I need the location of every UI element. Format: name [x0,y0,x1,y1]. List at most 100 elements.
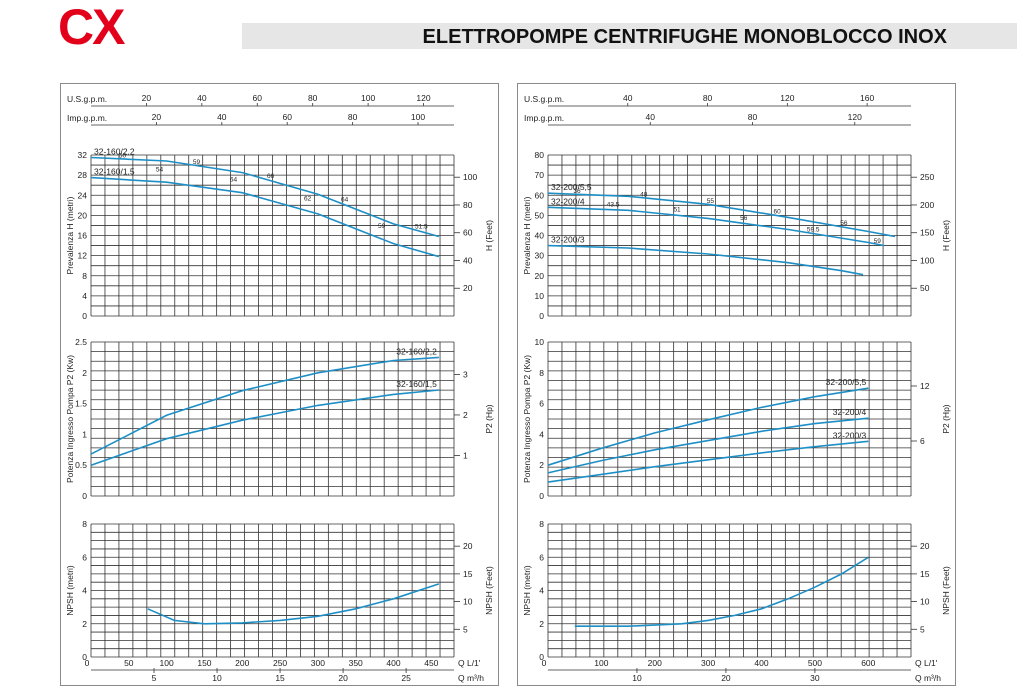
efficiency-label: 43.5 [607,201,620,208]
efficiency-label: 62 [304,196,312,203]
x-tick-label: 450 [424,658,438,668]
efficiency-label: 64 [341,197,349,204]
series-label: 32-200/4 [833,407,867,417]
y-tick-label: 4 [539,586,544,596]
y-tick-label: 24 [78,190,88,200]
efficiency-label: 60 [774,209,782,216]
top-axis-tick-label: 120 [848,112,862,122]
x2-tick-label: 10 [632,673,642,683]
top-axis-tick-label: 60 [253,93,263,103]
top-axis-tick-label: 20 [152,112,162,122]
efficiency-label: 51 [673,207,681,214]
efficiency-label: 59 [378,223,386,230]
efficiency-label: 50 [119,153,127,160]
y2-tick-label: 10 [463,597,473,607]
series-line-32-160-1-5 [90,176,440,258]
x2-tick-label: 20 [721,673,731,683]
brand-logo: CX [58,0,125,55]
y-tick-label: 28 [78,170,88,180]
y-tick-label: 1 [82,429,87,439]
top-axis-tick-label: 20 [142,93,152,103]
y2-tick-label: 5 [463,624,468,634]
y-tick-label: 4 [82,291,87,301]
y-tick-label: 4 [539,429,544,439]
series-line-npsh-0 [574,556,869,627]
top-axis-tick-label: 40 [197,93,207,103]
y-tick-label: 20 [535,271,545,281]
series-label: 32-160/1,5 [396,379,437,389]
top-axis-tick-label: 80 [748,112,758,122]
top-axis-tick-label: 40 [217,112,227,122]
top-axis-tick-label: 100 [411,112,425,122]
y-axis-label: Potenza Ingresso Pompa P2 (Kw) [522,355,532,483]
efficiency-label: 48 [640,191,648,198]
efficiency-label: 36 [573,188,581,195]
y2-tick-label: 80 [463,200,473,210]
efficiency-label: 66 [267,173,275,180]
x-tick-label: 0 [542,658,547,668]
y-tick-label: 60 [535,190,545,200]
y2-tick-label: 40 [463,255,473,265]
y-tick-label: 6 [539,552,544,562]
y2-tick-label: 3 [463,369,468,379]
y-tick-label: 10 [535,337,545,347]
y2-axis-label: H (Feet) [941,220,951,251]
top-axis-tick-label: 100 [361,93,375,103]
y-tick-label: 2 [539,460,544,470]
y-axis-label: Prevalenza H (metri) [65,196,75,274]
top-axis-label: U.S.g.p.m. [524,94,564,104]
y-tick-label: 40 [535,231,545,241]
y-tick-label: 6 [82,552,87,562]
y2-tick-label: 1 [463,450,468,460]
y-tick-label: 8 [539,519,544,529]
x2-tick-label: 15 [275,673,285,683]
y2-tick-label: 250 [920,172,934,182]
y2-axis-label: H (Feet) [484,220,494,251]
efficiency-label: 56 [840,220,848,227]
y-tick-label: 2 [539,619,544,629]
y2-tick-label: 200 [920,200,934,210]
y-tick-label: 0 [82,311,87,321]
y-tick-label: 8 [82,519,87,529]
series-line-32-200-4 [547,417,869,474]
efficiency-label: 51.5 [415,223,428,230]
y2-tick-label: 6 [920,436,925,446]
x-axis-label: Q m³/h [458,673,484,683]
x2-tick-label: 25 [401,673,411,683]
series-label: 32-200/3 [551,235,585,245]
y2-tick-label: 20 [463,283,473,293]
top-axis-label: Imp.g.p.m. [524,113,564,123]
y-tick-label: 80 [535,150,545,160]
x-tick-label: 200 [235,658,249,668]
series-line-32-200-5-5 [547,192,896,238]
series-line-npsh-0 [147,583,440,625]
series-label: 32-200/5,5 [826,377,867,387]
y-axis-label: Potenza Ingresso Pompa P2 (Kw) [65,355,75,483]
x2-tick-label: 30 [810,673,820,683]
efficiency-label: 64 [230,176,238,183]
efficiency-label: 59 [193,159,201,166]
series-line-32-200-5-5 [547,387,869,466]
y-tick-label: 12 [78,251,88,261]
y-tick-label: 6 [539,399,544,409]
y-tick-label: 4 [82,586,87,596]
y-tick-label: 0 [82,491,87,501]
top-axis-tick-label: 160 [860,93,874,103]
x-tick-label: 400 [754,658,768,668]
top-axis-tick-label: 80 [348,112,358,122]
y2-axis-label: NPSH (Feet) [941,566,951,615]
x-tick-label: 500 [808,658,822,668]
series-label: 32-200/4 [551,196,585,206]
series-line-32-200-4 [547,206,885,247]
x-axis-label: Q L/1' [915,658,938,668]
x-tick-label: 100 [594,658,608,668]
y-tick-label: 8 [82,271,87,281]
y-tick-label: 20 [78,210,88,220]
y-axis-label: Prevalenza H (metri) [522,196,532,274]
y2-tick-label: 2 [463,410,468,420]
y2-axis-label: P2 (Hp) [484,404,494,433]
series-line-32-160-2-2 [90,356,439,455]
series-label: 32-160/1,5 [94,167,135,177]
y2-tick-label: 50 [920,283,930,293]
